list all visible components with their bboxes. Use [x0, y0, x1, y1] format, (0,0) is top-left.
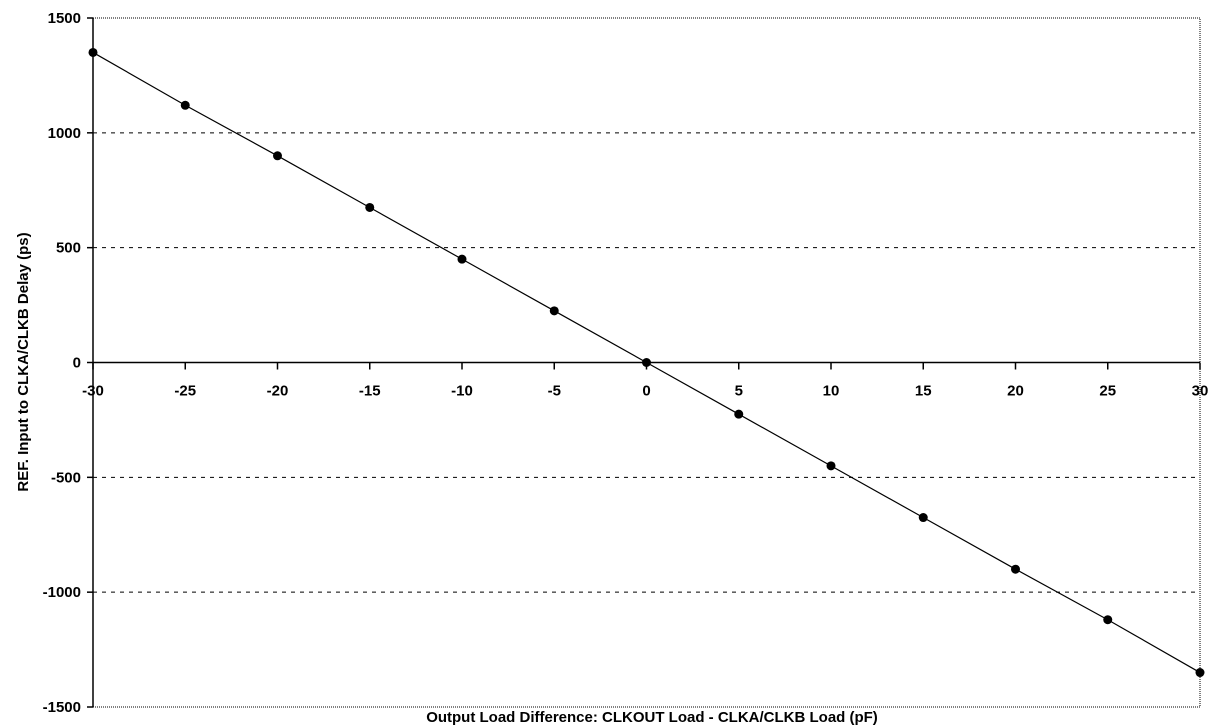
data-point: [826, 461, 836, 471]
data-point: [365, 202, 375, 212]
data-points: [88, 47, 1205, 678]
data-point: [1103, 615, 1113, 625]
x-tick-label: 0: [642, 383, 650, 400]
x-axis-label: Output Load Difference: CLKOUT Load - CL…: [426, 709, 878, 726]
x-tick-label: -25: [174, 383, 196, 400]
data-point: [734, 409, 744, 419]
x-tick-label: -20: [267, 383, 289, 400]
x-tick-label: 20: [1007, 383, 1024, 400]
y-axis-label: REF. Input to CLKA/CLKB Delay (ps): [15, 232, 32, 491]
y-tick-label: 0: [73, 355, 81, 372]
data-point: [88, 47, 98, 57]
data-point: [642, 358, 651, 367]
data-point: [180, 100, 190, 110]
x-tick-label: 5: [735, 383, 743, 400]
x-tick-label: -30: [82, 383, 104, 400]
x-tick-label: -5: [548, 383, 561, 400]
x-tick-label: 10: [823, 383, 840, 400]
y-tick-label: -1500: [43, 699, 81, 716]
x-tick-label: 30: [1192, 383, 1209, 400]
data-point: [1011, 564, 1020, 574]
data-point: [549, 306, 559, 316]
x-tick-group: -30 -25 -20 -15 -10 -5 0 5 10 15 20 25 30: [82, 362, 1209, 400]
x-tick-label: 15: [915, 383, 932, 400]
y-tick-label: -500: [51, 469, 81, 486]
data-point: [457, 254, 467, 264]
y-tick-label: -1000: [43, 584, 81, 601]
data-point: [1195, 668, 1205, 678]
x-tick-label: -15: [359, 383, 381, 400]
y-tick-label: 1500: [48, 10, 81, 27]
x-tick-label: -10: [451, 383, 473, 400]
x-tick-label: 25: [1099, 383, 1116, 400]
y-tick-group: 1500 1000 500 0 -500 -1000 -1500: [43, 10, 93, 716]
data-point: [273, 151, 282, 161]
data-point: [918, 513, 928, 523]
y-tick-label: 500: [56, 240, 81, 257]
y-tick-label: 1000: [48, 125, 81, 142]
